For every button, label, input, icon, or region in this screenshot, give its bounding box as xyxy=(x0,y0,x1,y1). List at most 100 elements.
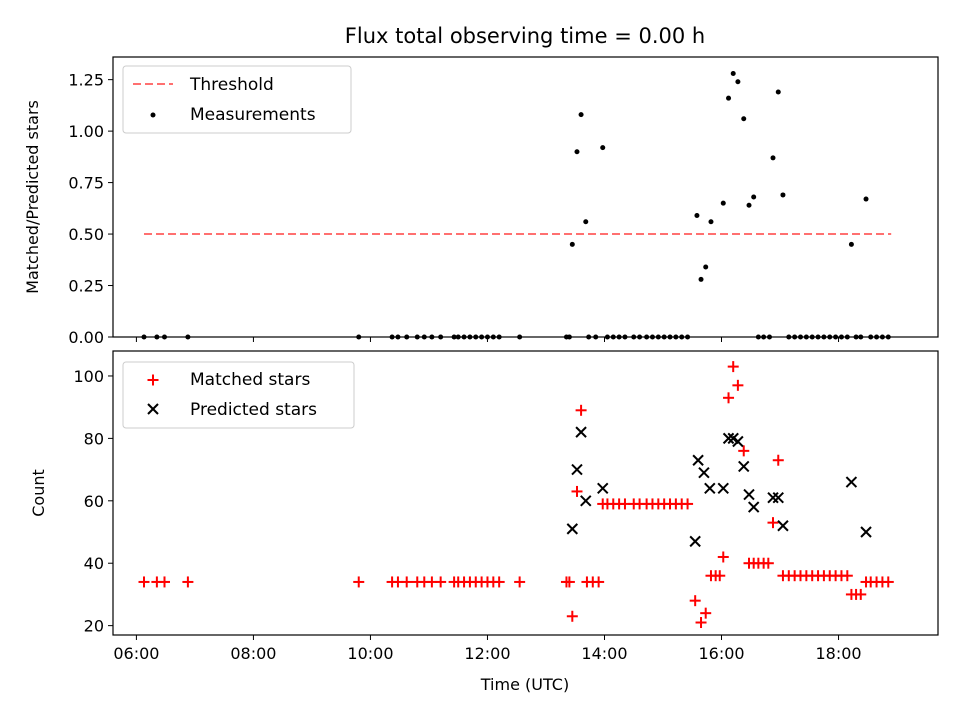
measurement-point xyxy=(863,196,869,202)
measurement-point xyxy=(821,334,827,340)
top-y-tick-label: 1.00 xyxy=(68,122,104,141)
measurement-point xyxy=(395,334,401,340)
predicted-star-point xyxy=(772,491,784,504)
measurement-point xyxy=(566,334,572,340)
top-x-ticks xyxy=(135,337,840,342)
predicted-star-point xyxy=(717,482,729,495)
x-tick-label: 14:00 xyxy=(581,644,627,663)
x-tick-label: 10:00 xyxy=(347,644,393,663)
measurement-point xyxy=(161,334,167,340)
measurement-point xyxy=(755,334,761,340)
predicted-star-point xyxy=(747,501,760,513)
measurement-point xyxy=(644,334,650,340)
top-y-tick-label: 1.25 xyxy=(68,71,104,90)
predicted-star-point xyxy=(722,432,735,445)
bottom-y-tick-label: 80 xyxy=(84,429,104,448)
measurement-point xyxy=(578,112,584,118)
measurement-point xyxy=(574,149,580,155)
bottom-legend-box xyxy=(122,361,355,429)
x-tick-label: 16:00 xyxy=(698,644,744,663)
measurement-point xyxy=(730,70,736,76)
top-chart-title: Flux total observing time = 0.00 h xyxy=(345,24,705,48)
predicted-star-point xyxy=(580,495,592,507)
legend-predicted-label: Predicted stars xyxy=(190,400,317,420)
measurement-point xyxy=(868,334,874,340)
bottom-panel: 06:00 08:00 10:00 12:00 14:00 16:00 18:00 20 40… xyxy=(29,350,939,694)
measurement-point xyxy=(473,334,479,340)
measurement-point xyxy=(490,334,496,340)
top-y-tick-label: 0.25 xyxy=(68,277,104,296)
measurement-point xyxy=(438,334,444,340)
top-y-axis-label: Matched/Predicted stars xyxy=(23,100,42,294)
matched-star-point xyxy=(767,517,779,529)
measurement-point xyxy=(622,334,628,340)
predicted-star-point xyxy=(692,454,704,466)
predicted-star-point xyxy=(597,482,609,495)
measurement-point xyxy=(853,334,859,340)
measurement-point xyxy=(461,334,467,340)
matched-star-point xyxy=(514,576,526,588)
measurement-point xyxy=(389,334,395,340)
predicted-star-point xyxy=(860,526,872,538)
bottom-plot-area xyxy=(112,350,939,636)
measurement-point xyxy=(685,334,691,340)
measurement-point xyxy=(848,241,854,247)
matched-star-point xyxy=(682,498,694,510)
measurement-point xyxy=(874,334,880,340)
measurement-point xyxy=(838,334,844,340)
bottom-y-tick-label: 20 xyxy=(84,617,104,636)
measurement-point xyxy=(746,202,752,208)
top-panel: 0.00 0.25 0.50 0.75 1.00 1.25 Matched/Predict… xyxy=(23,56,939,347)
measurement-point xyxy=(761,334,767,340)
bottom-legend: Matched stars Predicted stars xyxy=(122,361,355,429)
measurement-point xyxy=(726,95,732,101)
predicted-star-point xyxy=(566,523,579,535)
matched-star-point xyxy=(738,445,750,457)
matched-star-point xyxy=(723,392,735,404)
matched-star-point xyxy=(401,576,413,588)
measurement-point xyxy=(694,213,700,219)
matched-star-point xyxy=(727,361,739,373)
predicted-star-point xyxy=(738,460,750,473)
measurement-point xyxy=(451,334,457,340)
measurement-point xyxy=(616,334,622,340)
predicted-star-point xyxy=(732,435,744,448)
matched-star-point xyxy=(732,379,744,391)
bottom-y-ticks: 20 40 60 80 100 xyxy=(73,367,113,636)
measurement-point xyxy=(583,219,589,225)
measurement-point xyxy=(885,334,891,340)
measurement-point xyxy=(649,334,655,340)
matched-star-point xyxy=(493,576,505,588)
measurement-point xyxy=(655,334,661,340)
measurement-point xyxy=(879,334,885,340)
predicted-star-point xyxy=(743,488,755,501)
bottom-marks xyxy=(138,361,894,629)
matched-star-point xyxy=(563,576,575,588)
measurement-point xyxy=(720,200,726,206)
measurement-point xyxy=(698,276,704,282)
top-y-tick-label: 0.00 xyxy=(68,328,104,347)
bottom-x-ticks: 06:00 08:00 10:00 12:00 14:00 16:00 18:00 xyxy=(113,635,862,663)
measurement-point xyxy=(751,194,757,200)
matched-star-point xyxy=(689,595,701,607)
legend-matched-label: Matched stars xyxy=(190,370,310,390)
matched-star-point xyxy=(695,617,707,629)
measurement-point xyxy=(667,334,673,340)
top-y-ticks: 0.00 0.25 0.50 0.75 1.00 1.25 xyxy=(68,71,113,347)
measurement-point xyxy=(798,334,803,340)
measurement-point xyxy=(496,334,502,340)
measurement-point xyxy=(569,241,575,247)
measurement-point xyxy=(809,334,815,340)
measurement-point xyxy=(792,334,798,340)
matched-star-point xyxy=(882,576,894,588)
measurement-point xyxy=(679,334,685,340)
predicted-star-point xyxy=(777,520,789,532)
measurement-point xyxy=(600,145,606,151)
measurement-point xyxy=(833,334,839,340)
predicted-star-point xyxy=(575,426,587,438)
measurement-point xyxy=(786,334,792,340)
legend-measurements-marker xyxy=(150,112,156,118)
matched-star-point xyxy=(138,576,150,588)
x-tick-label: 08:00 xyxy=(230,644,276,663)
predicted-star-point xyxy=(704,482,716,495)
